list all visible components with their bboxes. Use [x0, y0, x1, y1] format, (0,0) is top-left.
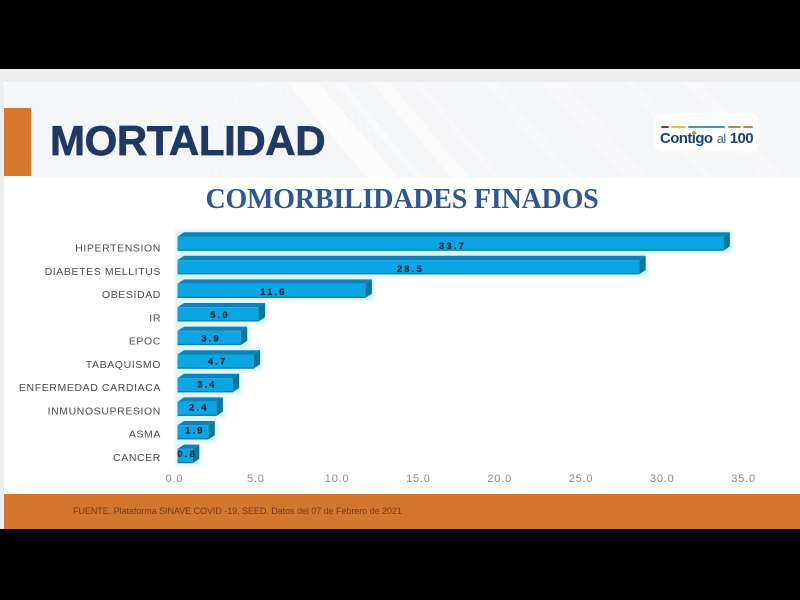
svg-text:1.9: 1.9 — [185, 426, 205, 436]
svg-text:20.0: 20.0 — [487, 473, 512, 485]
svg-text:35.0: 35.0 — [731, 473, 756, 485]
svg-text:4.7: 4.7 — [208, 356, 228, 366]
svg-text:30.0: 30.0 — [650, 473, 675, 485]
svg-text:5.0: 5.0 — [210, 310, 230, 320]
svg-text:28.5: 28.5 — [397, 264, 424, 274]
svg-text:10.0: 10.0 — [325, 473, 350, 485]
svg-text:11.6: 11.6 — [260, 287, 286, 297]
svg-text:ENFERMEDAD CARDIACA: ENFERMEDAD CARDIACA — [19, 382, 161, 394]
svg-text:0.0: 0.0 — [166, 473, 184, 485]
svg-text:CANCER: CANCER — [113, 452, 161, 464]
svg-text:0.8: 0.8 — [177, 449, 197, 459]
svg-text:5.0: 5.0 — [247, 473, 265, 485]
svg-text:HIPERTENSION: HIPERTENSION — [75, 243, 161, 255]
svg-text:TABAQUISMO: TABAQUISMO — [86, 359, 161, 371]
svg-text:3.4: 3.4 — [197, 380, 217, 390]
svg-text:DIABETES MELLITUS: DIABETES MELLITUS — [45, 266, 161, 278]
svg-text:INMUNOSUPRESION: INMUNOSUPRESION — [48, 406, 161, 418]
svg-text:EPOC: EPOC — [129, 336, 161, 348]
svg-text:25.0: 25.0 — [569, 473, 594, 485]
svg-text:33.7: 33.7 — [439, 241, 466, 251]
svg-text:OBESIDAD: OBESIDAD — [102, 289, 161, 301]
svg-text:IR: IR — [149, 313, 161, 325]
svg-text:15.0: 15.0 — [406, 473, 431, 485]
svg-text:ASMA: ASMA — [129, 429, 161, 441]
svg-text:3.9: 3.9 — [201, 333, 221, 343]
svg-text:2.4: 2.4 — [189, 403, 209, 413]
